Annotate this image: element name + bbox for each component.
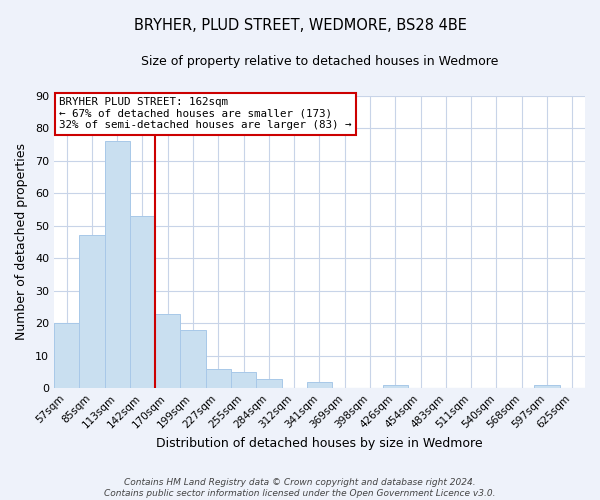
Title: Size of property relative to detached houses in Wedmore: Size of property relative to detached ho… xyxy=(141,55,498,68)
Bar xyxy=(79,236,104,388)
Bar xyxy=(181,330,206,388)
Bar xyxy=(231,372,256,388)
Bar xyxy=(256,378,281,388)
Text: BRYHER, PLUD STREET, WEDMORE, BS28 4BE: BRYHER, PLUD STREET, WEDMORE, BS28 4BE xyxy=(134,18,466,32)
Bar xyxy=(155,314,181,388)
Y-axis label: Number of detached properties: Number of detached properties xyxy=(15,144,28,340)
Bar xyxy=(535,385,560,388)
Bar xyxy=(104,141,130,388)
Bar xyxy=(130,216,155,388)
Text: BRYHER PLUD STREET: 162sqm
← 67% of detached houses are smaller (173)
32% of sem: BRYHER PLUD STREET: 162sqm ← 67% of deta… xyxy=(59,97,352,130)
Bar xyxy=(307,382,332,388)
Text: Contains HM Land Registry data © Crown copyright and database right 2024.
Contai: Contains HM Land Registry data © Crown c… xyxy=(104,478,496,498)
Bar xyxy=(54,324,79,388)
Bar xyxy=(383,385,408,388)
Bar xyxy=(206,369,231,388)
X-axis label: Distribution of detached houses by size in Wedmore: Distribution of detached houses by size … xyxy=(156,437,483,450)
